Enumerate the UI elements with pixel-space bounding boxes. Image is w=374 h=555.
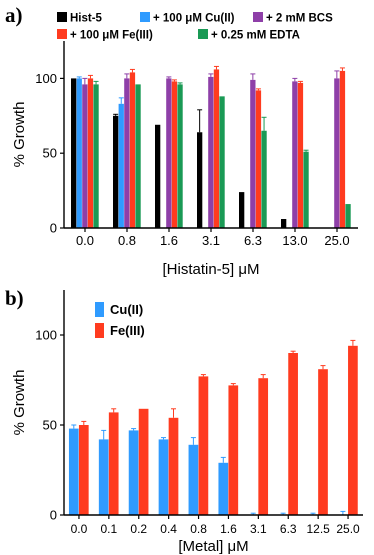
legend-label-100-m-cu-ii: + 100 μM Cu(II) <box>153 13 235 25</box>
bar-100-m-fe-iii-6-3 <box>255 90 262 229</box>
x-tick-label-1-6: 1.6 <box>160 233 178 248</box>
x-tick-label-0-0: 0.0 <box>76 233 94 248</box>
y-tick-label-0: 0 <box>50 221 57 236</box>
bar-hist-5-13-0 <box>281 219 287 228</box>
x-axis-label: [Metal] μM <box>178 538 248 555</box>
y-axis-label: % Growth <box>11 370 28 436</box>
x-tick-label-6-3: 6.3 <box>244 233 262 248</box>
panel-b-chart: b) 0 50 100 0.0 0.1 0.2 0.4 0.8 1.6 3.1 6.3 12.5 25.0… <box>5 286 363 555</box>
legend-label-2-mm-bcs: + 2 mM BCS <box>266 13 333 25</box>
x-axis-label: [Histatin-5] μM <box>163 261 260 278</box>
bar-fe-iii-3-1 <box>258 378 269 515</box>
bar-fe-iii-0-4 <box>168 417 179 515</box>
x-tick-label-25-0: 25.0 <box>336 522 360 536</box>
bar-hist-5-0-8 <box>113 115 119 228</box>
bar-0-25-mm-edta-13-0 <box>303 151 309 228</box>
bar-100-m-fe-iii-1-6 <box>171 81 178 228</box>
bar-2-mm-bcs-1-6 <box>166 78 172 229</box>
bar-2-mm-bcs-0-0 <box>82 84 88 228</box>
bar-cu-ii-0-1 <box>98 439 109 515</box>
panel-label: a) <box>5 3 23 27</box>
legend-label-100-m-fe-iii: + 100 μM Fe(III) <box>70 30 153 42</box>
bar-0-25-mm-edta-25-0 <box>345 204 351 228</box>
bar-hist-5-0-0 <box>71 78 77 229</box>
bar-0-25-mm-edta-0-0 <box>93 84 99 228</box>
x-tick-label-12-5: 12.5 <box>306 522 330 536</box>
bar-2-mm-bcs-13-0 <box>292 81 298 228</box>
x-tick-label-1-6: 1.6 <box>220 522 237 536</box>
bar-100-m-fe-iii-0-8 <box>129 72 136 228</box>
bar-2-mm-bcs-3-1 <box>208 76 214 229</box>
x-tick-label-0-8: 0.8 <box>118 233 136 248</box>
legend-swatch-fe-iii <box>95 323 104 338</box>
bar-2-mm-bcs-25-0 <box>334 78 340 229</box>
panel-a-chart: a) 0 50 100 0.0 0.8 1.6 3.1 6.3 13.0 25.0 [Histatin… <box>5 3 358 278</box>
x-tick-label-6-3: 6.3 <box>280 522 297 536</box>
bar-100-m-fe-iii-3-1 <box>213 69 220 228</box>
legend-swatch-100-m-fe-iii <box>57 29 67 39</box>
panel-label: b) <box>5 286 24 310</box>
x-tick-label-0-8: 0.8 <box>190 522 207 536</box>
x-tick-label-3-1: 3.1 <box>202 233 220 248</box>
x-tick-label-13-0: 13.0 <box>282 233 307 248</box>
x-tick-label-25-0: 25.0 <box>324 233 349 248</box>
legend-label-0-25-mm-edta: + 0.25 mM EDTA <box>211 30 300 42</box>
bar-fe-iii-1-6 <box>228 385 239 515</box>
bar-hist-5-3-1 <box>197 132 203 228</box>
x-tick-label-0-0: 0.0 <box>71 522 88 536</box>
bar-cu-ii-1-6 <box>218 462 229 515</box>
y-tick-label-100: 100 <box>35 71 57 86</box>
legend-label-fe-iii: Fe(III) <box>110 323 145 338</box>
bar-2-mm-bcs-0-8 <box>124 78 130 229</box>
bar-100-m-cu-ii-0-0 <box>76 78 82 229</box>
legend-swatch-0-25-mm-edta <box>198 29 208 39</box>
y-axis-label: % Growth <box>11 102 28 168</box>
y-tick-label-50: 50 <box>43 146 57 161</box>
legend-swatch-100-m-cu-ii <box>140 12 150 22</box>
bar-cu-ii-0-8 <box>188 444 199 515</box>
bar-cu-ii-0-0 <box>68 428 79 515</box>
bar-fe-iii-12-5 <box>318 369 328 515</box>
bar-100-m-fe-iii-0-0 <box>87 78 94 229</box>
bar-100-m-fe-iii-25-0 <box>339 70 346 228</box>
bar-fe-iii-0-0 <box>78 425 89 515</box>
bar-fe-iii-25-0 <box>348 345 358 515</box>
legend-swatch-hist-5 <box>57 12 67 22</box>
bar-fe-iii-0-1 <box>108 412 119 515</box>
bar-2-mm-bcs-6-3 <box>250 79 256 229</box>
y-tick-label-0: 0 <box>50 508 57 523</box>
bar-0-25-mm-edta-3-1 <box>219 96 225 228</box>
legend-swatch-cu-ii <box>95 302 104 317</box>
bar-fe-iii-0-2 <box>138 408 149 515</box>
legend-label-cu-ii: Cu(II) <box>110 302 143 317</box>
bar-0-25-mm-edta-6-3 <box>261 130 267 228</box>
bar-100-m-cu-ii-0-8 <box>118 103 124 228</box>
bar-hist-5-1-6 <box>155 124 161 228</box>
bar-100-m-fe-iii-13-0 <box>297 82 304 228</box>
bar-0-25-mm-edta-0-8 <box>135 84 141 228</box>
x-tick-label-3-1: 3.1 <box>250 522 267 536</box>
bar-cu-ii-0-4 <box>158 439 169 515</box>
legend-label-hist-5: Hist-5 <box>70 13 103 25</box>
y-tick-label-50: 50 <box>43 418 57 433</box>
y-tick-label-100: 100 <box>35 328 57 343</box>
legend-swatch-2-mm-bcs <box>253 12 263 22</box>
bar-0-25-mm-edta-1-6 <box>177 84 183 228</box>
bar-hist-5-6-3 <box>239 192 245 228</box>
bar-fe-iii-6-3 <box>288 353 298 515</box>
x-tick-label-0-4: 0.4 <box>160 522 177 536</box>
x-tick-label-0-1: 0.1 <box>101 522 118 536</box>
x-tick-label-0-2: 0.2 <box>130 522 147 536</box>
bar-fe-iii-0-8 <box>198 376 209 515</box>
bar-cu-ii-0-2 <box>128 430 139 515</box>
